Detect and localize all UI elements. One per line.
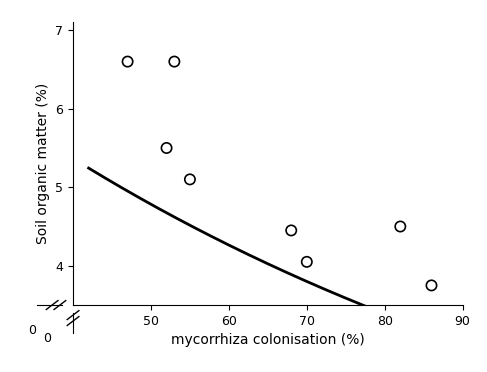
- Point: [396, 224, 404, 230]
- Y-axis label: Soil organic matter (%): Soil organic matter (%): [36, 83, 50, 244]
- Point: [163, 145, 170, 151]
- Point: [124, 59, 131, 65]
- Point: [170, 59, 178, 65]
- Text: 0: 0: [28, 324, 36, 337]
- Point: [303, 259, 311, 265]
- X-axis label: mycorrhiza colonisation (%): mycorrhiza colonisation (%): [171, 333, 365, 347]
- Point: [186, 176, 194, 182]
- Text: 0: 0: [43, 332, 51, 345]
- Point: [287, 227, 295, 233]
- Point: [428, 282, 435, 288]
